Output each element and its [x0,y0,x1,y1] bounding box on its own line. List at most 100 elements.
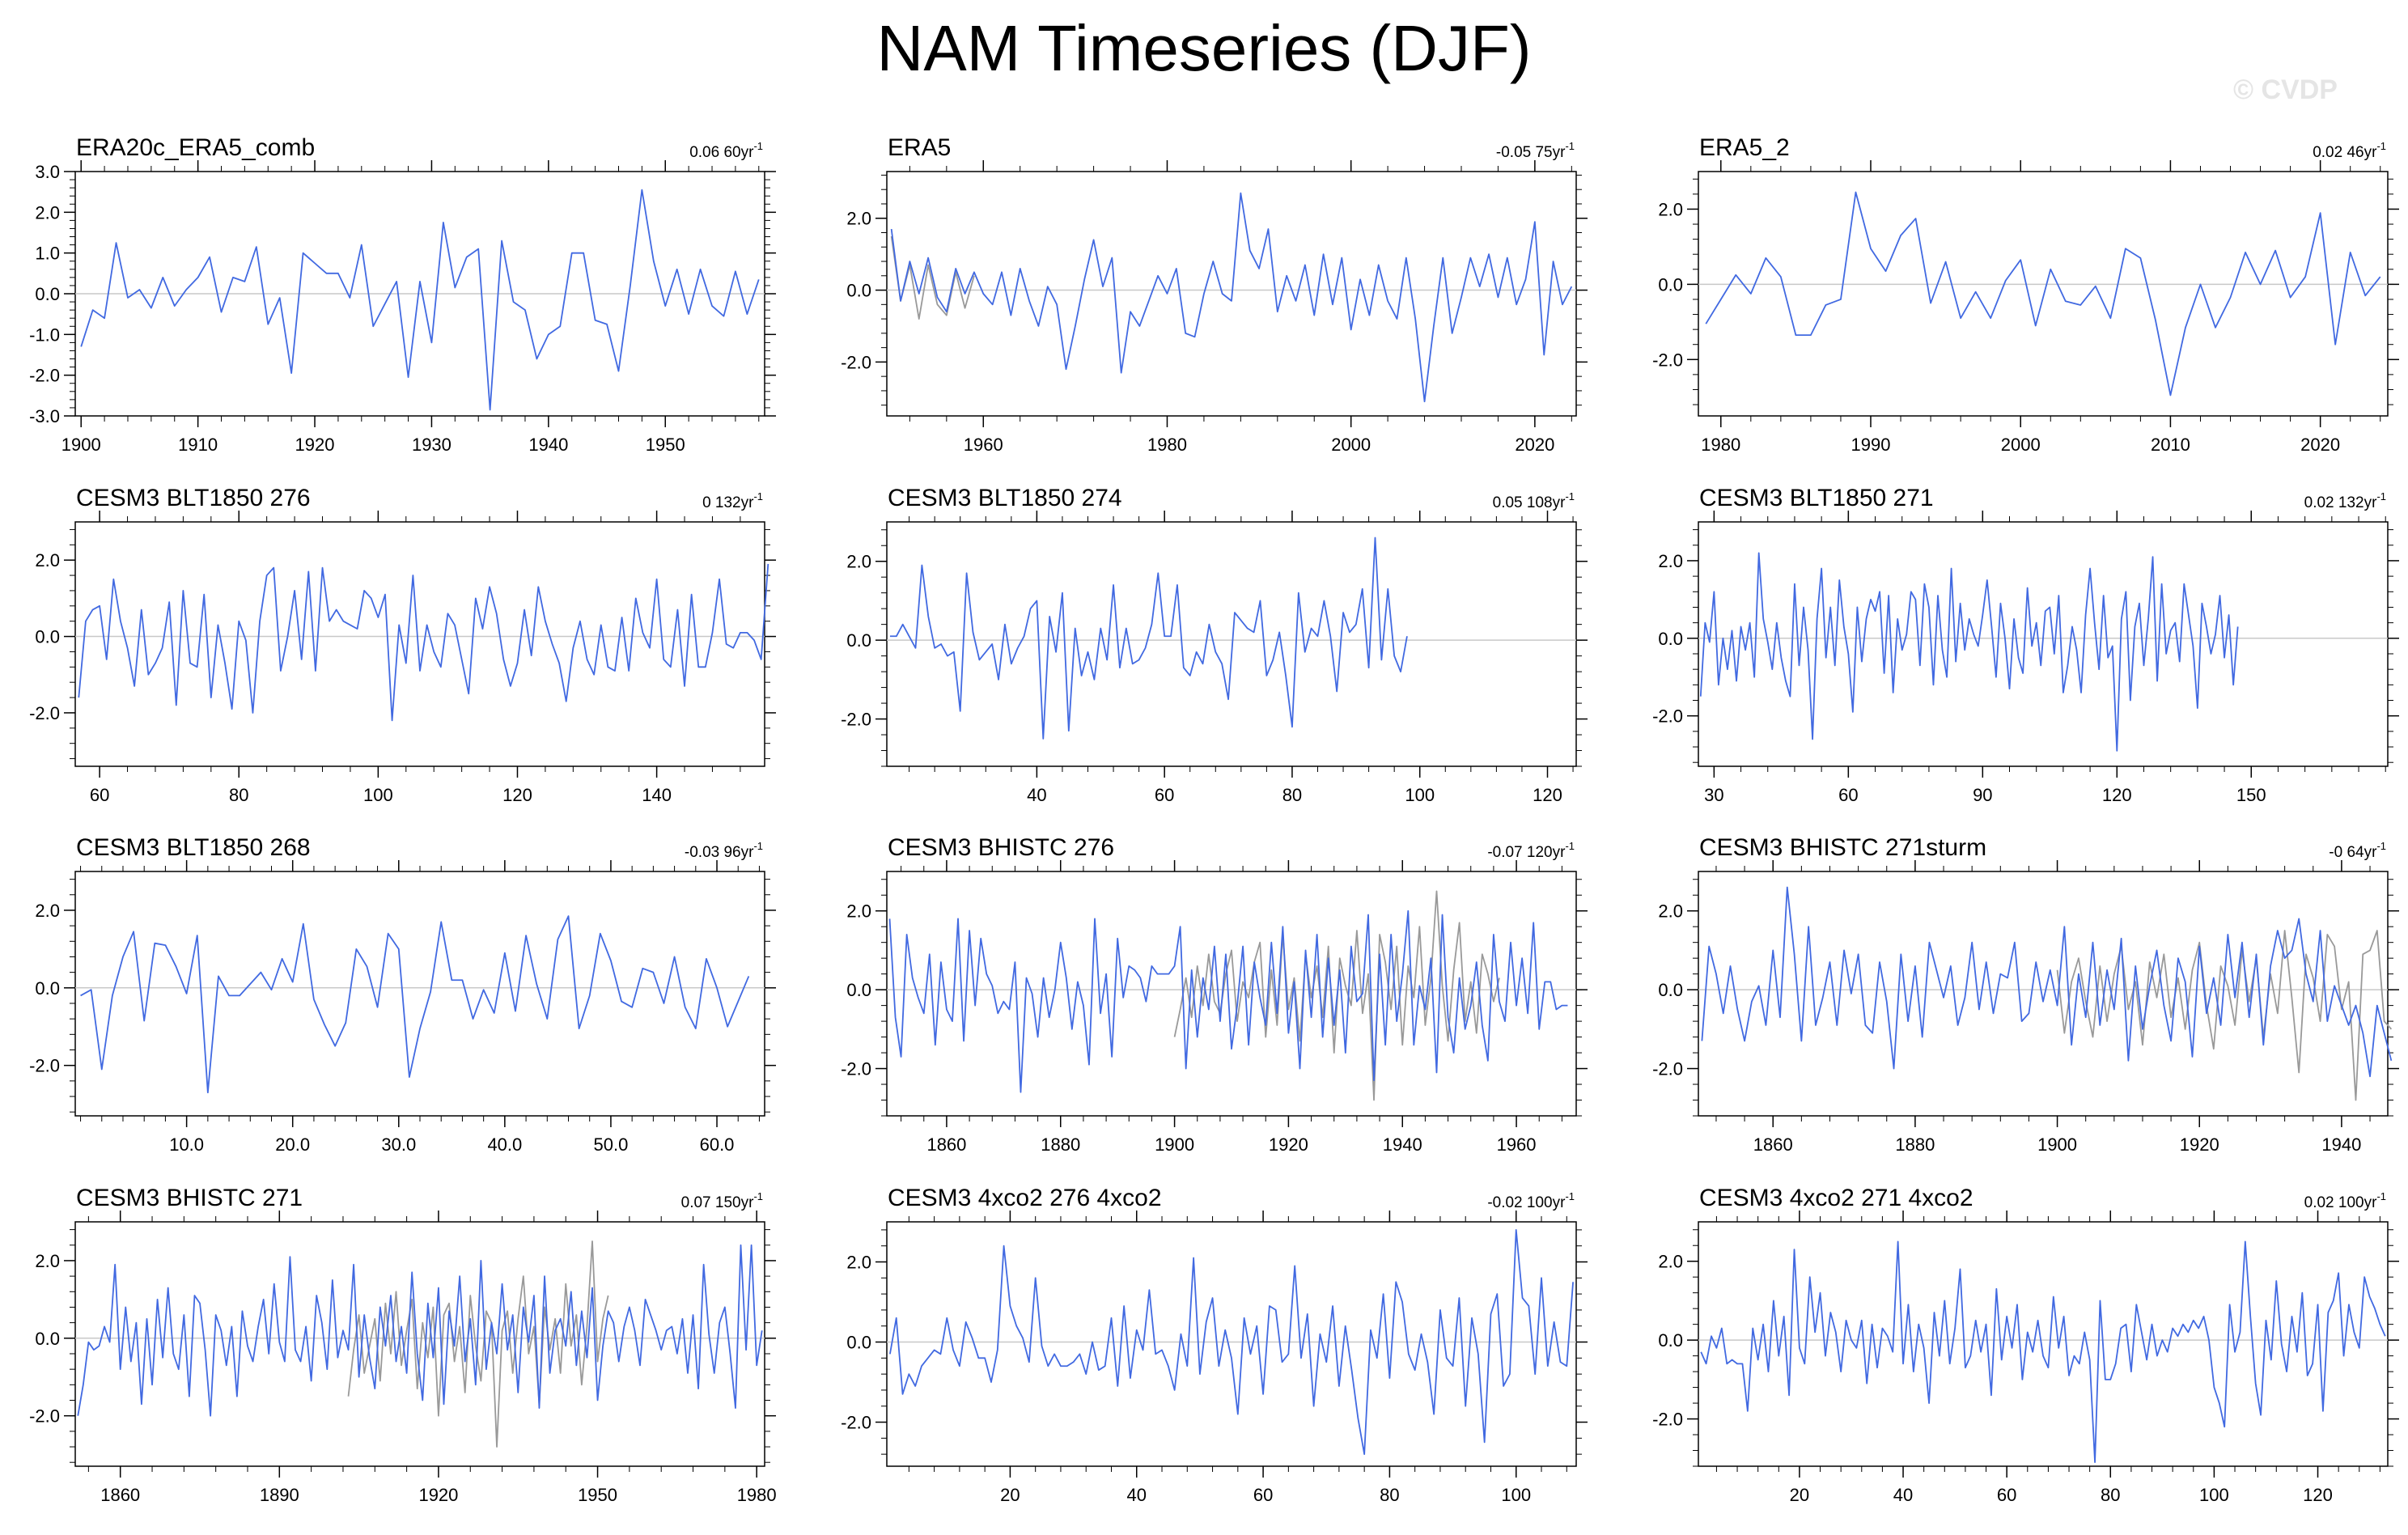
chart-panel: CESM3 BHISTC 276 -0.07 120yr-1 -2.0 0.0 2.0 1… [841,834,1588,1155]
y-tick-label: 2.0 [35,901,60,921]
x-tick-label: 1900 [1155,1134,1194,1155]
y-tick-label: 0.0 [1658,980,1683,1000]
chart-panel: ERA20c_ERA5_comb 0.06 60yr-1 -3.0 -2.0 -1.0 0… [29,134,776,455]
y-tick-label: 0.0 [35,1329,60,1349]
x-tick-label: 20.0 [275,1134,310,1155]
x-tick-label: 60 [1997,1485,2016,1505]
y-tick-label: 0.0 [846,980,871,1000]
x-tick-label: 1860 [1753,1134,1793,1155]
plot-frame [74,1221,765,1467]
y-tick-label: 2.0 [846,552,871,572]
x-tick-label: 1880 [1041,1134,1080,1155]
y-tick-label: -2.0 [841,352,871,372]
panel-title: CESM3 BLT1850 271 [1699,485,1934,511]
y-tick-label: -2.0 [1652,1059,1683,1079]
trend-value: 0.07 150yr [681,1194,754,1211]
y-tick-label: 0.0 [35,627,60,647]
x-tick-label: 1910 [178,435,218,455]
nam-series-line [80,915,750,1094]
y-tick-label: -2.0 [841,1413,871,1433]
plot-frame [1698,521,2389,767]
chart-panel: CESM3 BLT1850 276 0 132yr-1 -2.0 0.0 2.0 60 80… [29,485,776,805]
page-title: NAM Timeseries (DJF) [876,12,1532,84]
y-tick-label: -2.0 [29,1406,60,1427]
x-tick-label: 120 [2102,785,2132,805]
y-tick-label: 0.0 [846,281,871,301]
chart-panel: CESM3 BLT1850 274 0.05 108yr-1 -2.0 0.0 2.0 4… [841,485,1588,805]
trend-label: 0.02 46yr-1 [2313,140,2386,161]
y-tick-label: 3.0 [35,162,60,182]
trend-value: -0.02 100yr [1487,1194,1566,1211]
y-tick-label: 2.0 [846,901,871,922]
trend-superscript: -1 [2376,1190,2386,1202]
panel-title: ERA5_2 [1699,134,1790,161]
x-tick-label: 40 [1127,1485,1147,1505]
x-tick-label: 1880 [1895,1134,1935,1155]
nam-series-line [77,1244,763,1417]
y-tick-label: 0.0 [35,978,60,999]
trend-value: 0.06 60yr [689,144,754,161]
chart-panel: ERA5_2 0.02 46yr-1 -2.0 0.0 2.0 1980 1990 2000 2… [1652,134,2399,455]
x-tick-label: 1940 [2321,1134,2361,1155]
x-tick-label: 20 [1790,1485,1809,1505]
chart-panel: ERA5 -0.05 75yr-1 -2.0 0.0 2.0 1960 1980 2000 20… [841,134,1588,455]
y-tick-label: -2.0 [29,366,60,386]
panel-title: CESM3 BHISTC 271 [76,1185,303,1211]
plot-frame [886,1221,1577,1467]
chart-panel: CESM3 4xco2 276 4xco2 -0.02 100yr-1 -2.0 0.… [841,1185,1588,1505]
chart-panel: CESM3 BHISTC 271sturm -0 64yr-1 -2.0 0.0 2.0… [1652,834,2399,1155]
y-tick-label: 2.0 [1658,551,1683,571]
trend-superscript: -1 [753,140,763,152]
x-tick-label: 40 [1027,785,1046,805]
x-tick-label: 1950 [646,435,685,455]
x-tick-label: 20 [1000,1485,1020,1505]
trend-superscript: -1 [753,1190,763,1202]
x-tick-label: 80 [229,785,248,805]
y-tick-label: -2.0 [1652,706,1683,727]
x-tick-label: 1990 [1851,435,1891,455]
trend-label: -0.02 100yr-1 [1487,1190,1575,1211]
x-tick-label: 90 [1973,785,1992,805]
trend-label: 0.02 100yr-1 [2304,1190,2386,1211]
x-tick-label: 1980 [1701,435,1740,455]
y-tick-label: 2.0 [1658,1252,1683,1272]
secondary-series-line [2056,930,2393,1101]
trend-superscript: -1 [1565,840,1575,852]
trend-superscript: -1 [1565,1190,1575,1202]
x-tick-label: 120 [2303,1485,2333,1505]
x-tick-label: 100 [1405,785,1435,805]
trend-value: -0.07 120yr [1487,844,1566,861]
y-tick-label: -1.0 [29,324,60,345]
y-tick-label: 1.0 [35,244,60,264]
trend-label: 0 132yr-1 [702,490,763,511]
x-tick-label: 30 [1704,785,1723,805]
panel-title: CESM3 BLT1850 268 [76,834,311,861]
trend-superscript: -1 [1565,490,1575,502]
y-tick-label: 0.0 [846,630,871,651]
x-tick-label: 80 [2101,1485,2120,1505]
y-tick-label: -2.0 [1652,350,1683,370]
trend-label: 0.06 60yr-1 [689,140,763,161]
trend-superscript: -1 [2376,840,2386,852]
secondary-series-line [347,1240,609,1448]
trend-value: 0.02 46yr [2313,144,2377,161]
x-tick-label: 60 [1155,785,1174,805]
trend-value: 0.02 100yr [2304,1194,2377,1211]
x-tick-label: 1920 [2180,1134,2219,1155]
chart-panel: CESM3 BLT1850 268 -0.03 96yr-1 -2.0 0.0 2.0 1… [29,834,776,1155]
trend-value: -0 64yr [2329,844,2377,861]
trend-value: -0.05 75yr [1496,144,1566,161]
x-tick-label: 100 [2199,1485,2229,1505]
x-tick-label: 2000 [1331,435,1371,455]
x-tick-label: 120 [502,785,532,805]
x-tick-label: 1890 [260,1485,299,1505]
x-tick-label: 30.0 [381,1134,416,1155]
trend-superscript: -1 [2376,490,2386,502]
x-tick-label: 1960 [964,435,1003,455]
x-tick-label: 2000 [2001,435,2041,455]
x-tick-label: 1940 [1383,1134,1422,1155]
y-tick-label: -2.0 [841,1059,871,1079]
panel-title: CESM3 4xco2 276 4xco2 [888,1185,1162,1211]
y-tick-label: 2.0 [35,1251,60,1271]
